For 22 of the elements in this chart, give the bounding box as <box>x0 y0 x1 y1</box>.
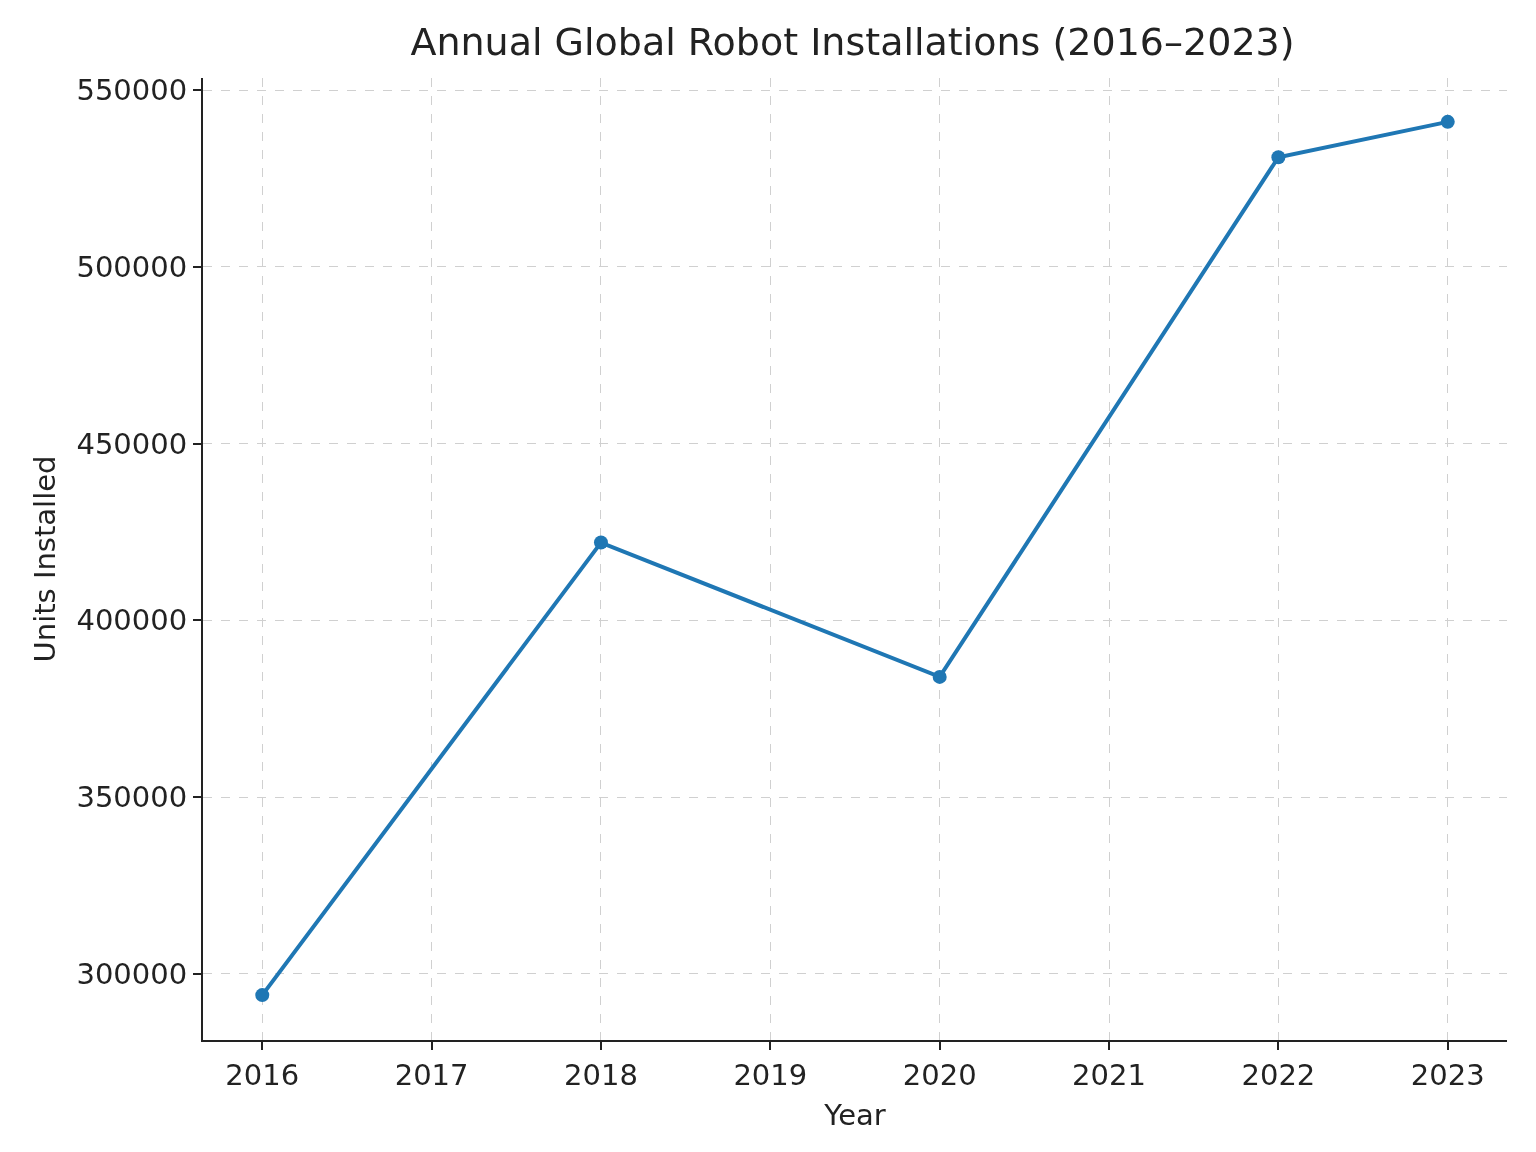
y-tick-label: 500000 <box>76 249 188 284</box>
chart-title: Annual Global Robot Installations (2016–2023) <box>410 20 1295 65</box>
point <box>593 535 608 550</box>
point <box>1440 114 1455 129</box>
x-tick-label: 2020 <box>902 1057 977 1092</box>
y-tick-label: 400000 <box>76 603 188 638</box>
x-tick-label: 2018 <box>564 1057 638 1092</box>
x-axis-title: Year <box>823 1098 886 1133</box>
x-tick-label: 2017 <box>394 1057 469 1092</box>
point <box>255 988 270 1003</box>
x-tick-label: 2021 <box>1072 1057 1146 1092</box>
x-tick-label: 2016 <box>225 1057 300 1092</box>
x-tick-label: 2019 <box>733 1057 808 1092</box>
y-tick-label: 300000 <box>76 957 188 992</box>
y-tick-label: 350000 <box>76 780 188 815</box>
y-tick-label: 450000 <box>76 426 188 461</box>
point <box>932 669 947 684</box>
x-tick-label: 2023 <box>1410 1057 1485 1092</box>
x-tick-label: 2022 <box>1241 1057 1316 1092</box>
y-tick-label: 550000 <box>76 73 188 108</box>
point <box>1271 150 1286 165</box>
y-axis-title: Units Installed <box>28 455 63 663</box>
